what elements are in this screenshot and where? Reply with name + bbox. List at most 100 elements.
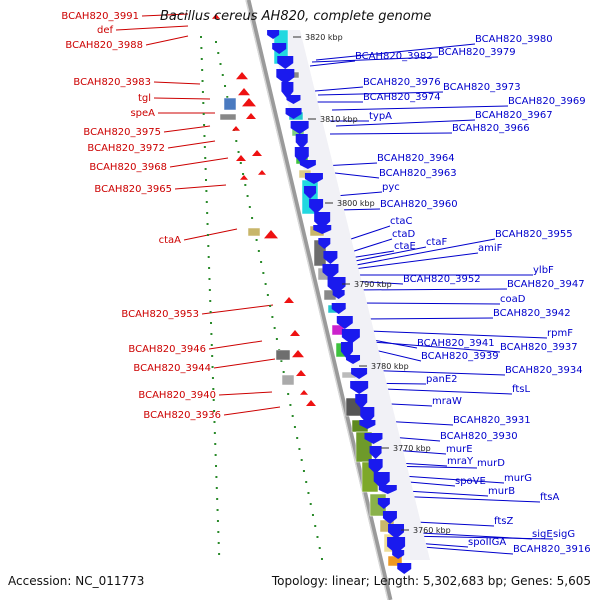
connector-left <box>208 340 263 350</box>
genome-backbone <box>245 0 393 600</box>
forward-gene-arrow <box>272 43 287 54</box>
connector-left <box>141 13 189 17</box>
reverse-gene-arrow <box>238 88 250 96</box>
right-gene-label: BCAH820_3941 <box>417 338 495 349</box>
forward-gene-arrow <box>359 420 376 429</box>
right-gene-label: BCAH820_3982 <box>355 51 433 62</box>
lane-dot <box>235 140 238 142</box>
right-gene-labels: BCAH820_3980 BCAH820_3982 BCAH820_3979 BCAH… <box>355 34 591 555</box>
lane-dot <box>257 250 260 252</box>
right-gene-label: sigG <box>553 529 575 540</box>
lane-dot <box>202 102 205 104</box>
left-gene-label: def <box>97 25 114 36</box>
left-gene-label: BCAH820_3988 <box>65 40 143 51</box>
left-gene-label: speA <box>130 108 155 119</box>
lane-dot <box>207 256 210 258</box>
connector-right <box>350 238 496 267</box>
lane-dot <box>202 113 205 115</box>
lane-dot <box>300 459 303 461</box>
lane-dot <box>237 151 240 153</box>
forward-gene-arrow <box>290 121 309 134</box>
connector-right <box>367 330 548 339</box>
right-gene-label: BCAH820_3931 <box>453 415 531 426</box>
lane-dot <box>260 261 263 263</box>
connector-right <box>347 238 393 254</box>
scale-marks: 3820 kbp 3810 kbp 3800 kbp 3790 kbp 3780 kbp… <box>293 33 451 535</box>
right-gene-label: ctaD <box>392 229 416 240</box>
lane-dot <box>217 542 220 544</box>
right-gene-label: BCAH820_3942 <box>493 308 571 319</box>
lane-dot <box>289 404 292 406</box>
right-gene-label: BCAH820_3934 <box>505 365 583 376</box>
lane-dot <box>201 91 204 93</box>
right-gene-label: coaD <box>500 294 526 305</box>
connector-left <box>169 157 229 168</box>
lane-dot <box>275 338 278 340</box>
connector-left <box>145 35 189 46</box>
forward-gene-arrow <box>295 134 308 149</box>
reverse-gene-arrow <box>258 170 266 175</box>
lane-dot <box>201 69 204 71</box>
reverse-gene-arrow <box>306 400 316 406</box>
right-gene-label: amiF <box>478 243 503 254</box>
forward-gene-arrow <box>332 290 345 299</box>
left-gene-label: BCAH820_3983 <box>73 77 151 88</box>
connector-right <box>334 191 383 197</box>
forward-gene-arrow <box>340 342 353 359</box>
lane-dot <box>217 531 220 533</box>
forward-gene-arrow <box>309 199 324 214</box>
lane-dot <box>291 415 294 417</box>
lane-dot <box>307 492 310 494</box>
connector-right <box>337 208 381 211</box>
forward-gene-arrow <box>388 524 405 539</box>
left-gene-label: BCAH820_3972 <box>87 143 165 154</box>
forward-gene-arrow <box>304 173 323 184</box>
right-gene-label: BCAH820_3960 <box>380 199 458 210</box>
lane-dot <box>211 377 214 379</box>
lane-dot <box>214 443 217 445</box>
left-gene-label: BCAH820_3991 <box>61 11 139 22</box>
scale-label: 3760 kbp <box>413 526 451 535</box>
connector-left <box>223 406 281 416</box>
reverse-gene-arrow <box>212 14 220 19</box>
connector-right <box>314 86 364 92</box>
left-gene-label: BCAH820_3975 <box>83 127 161 138</box>
lane-dot <box>206 223 209 225</box>
forward-gene-arrow <box>299 160 316 169</box>
forward-gene-arrow <box>336 316 353 329</box>
lane-dot <box>211 366 214 368</box>
forward-gene-arrow <box>387 537 406 554</box>
lane-dot <box>221 74 224 76</box>
right-gene-label: murB <box>488 486 515 497</box>
lane-dot <box>208 289 211 291</box>
lane-dot <box>296 437 299 439</box>
right-gene-label: murD <box>477 458 505 469</box>
connector-right <box>311 56 439 63</box>
right-gene-label: ftsL <box>512 384 530 395</box>
gene-block <box>247 227 261 237</box>
reverse-gene-arrow <box>246 113 256 119</box>
right-gene-label: murG <box>504 473 532 484</box>
reverse-gene-arrow <box>290 330 300 336</box>
lane-dot <box>210 322 213 324</box>
forward-gene-arrow <box>322 264 339 279</box>
lane-dot <box>293 426 296 428</box>
connector-right <box>349 250 395 259</box>
connector-right <box>347 225 391 241</box>
lane-dot <box>266 294 269 296</box>
right-gene-label: BCAH820_3937 <box>500 342 578 353</box>
lane-dot <box>213 410 216 412</box>
lane-dot <box>215 41 217 43</box>
connector-right <box>359 340 501 353</box>
gene-block <box>219 113 237 121</box>
forward-gene-arrow <box>331 303 346 314</box>
connector-right <box>317 91 444 96</box>
forward-gene-arrow <box>364 433 383 444</box>
connector-right <box>409 545 514 555</box>
lane-dot <box>302 470 305 472</box>
right-gene-label: BCAH820_3974 <box>363 92 441 103</box>
right-gene-label: ylbF <box>533 265 554 276</box>
connector-left <box>201 304 274 315</box>
lane-dot <box>204 168 207 170</box>
